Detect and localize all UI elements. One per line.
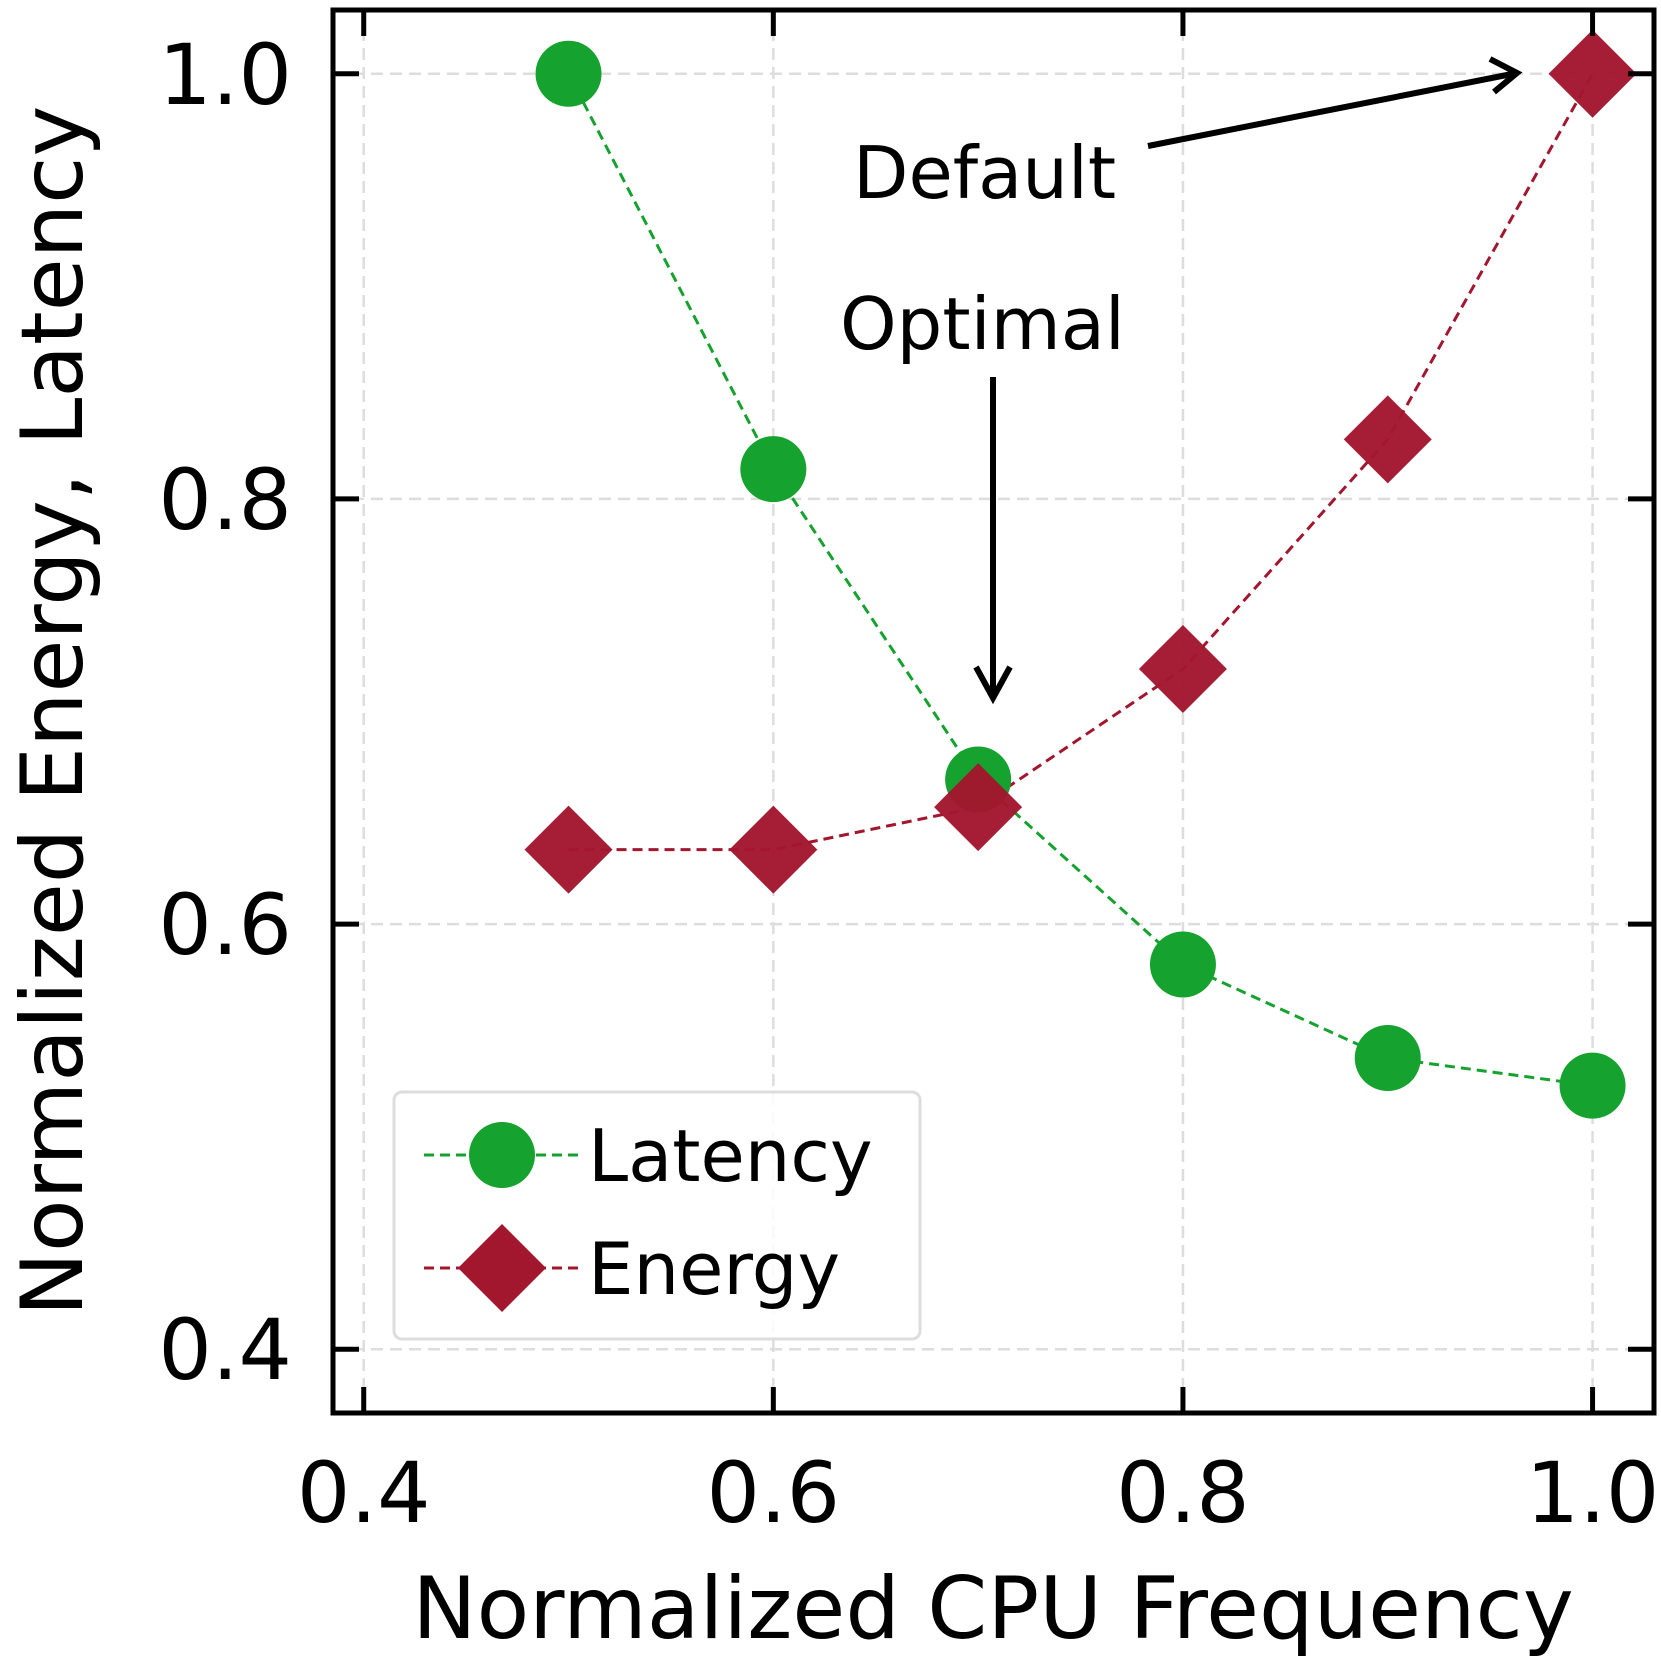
data-point-energy [1138,624,1227,713]
legend-item-latency: Latency [424,1114,873,1198]
legend: Latency Energy [392,1090,922,1341]
x-tick-label: 0.6 [707,1444,841,1542]
data-point-latency [1559,1052,1626,1119]
data-point-energy [934,763,1023,852]
y-tick-label: 1.0 [158,26,292,124]
series-line-latency [567,73,1593,1088]
x-tick-label: 0.4 [297,1444,431,1542]
data-point-latency [535,40,602,107]
legend-energy-marker [458,1224,546,1312]
data-point-energy [524,805,613,894]
x-tick-label: 0.8 [1116,1444,1250,1542]
legend-item-energy: Energy [424,1224,840,1312]
x-tick-label: 1.0 [1526,1444,1660,1542]
series-lines [567,73,1594,1088]
data-point-energy [1343,395,1432,484]
data-point-latency [1149,931,1216,998]
annotation-default: Default [853,56,1523,215]
legend-latency-marker [469,1122,535,1188]
y-tick-label: 0.8 [158,451,292,549]
data-point-energy [1548,29,1637,118]
annotation-optimal: Optimal [840,282,1125,705]
data-point-latency [740,436,807,503]
data-point-energy [729,805,818,894]
data-point-latency [1354,1024,1421,1091]
y-tick-label: 0.4 [158,1301,292,1399]
annotation-default-arrow-shaft [1147,70,1518,149]
legend-latency-label: Latency [588,1114,873,1198]
plot-frame [330,7,1657,1416]
ticks: 0.4 0.6 0.8 1.0 0.4 0.6 0.8 1.0 [158,10,1659,1542]
annotation-default-text: Default [853,131,1116,215]
series-line-energy [568,73,1594,852]
annotation-optimal-arrow-head [973,665,1013,705]
legend-energy-label: Energy [588,1227,840,1311]
annotation-optimal-text: Optimal [840,282,1125,366]
y-axis-label: Normalized Energy, Latency [3,106,103,1317]
x-axis-label: Normalized CPU Frequency [412,1559,1574,1659]
y-tick-label: 0.6 [158,876,292,974]
series-markers [524,29,1637,1119]
annotation-default-arrow-head [1488,56,1523,95]
